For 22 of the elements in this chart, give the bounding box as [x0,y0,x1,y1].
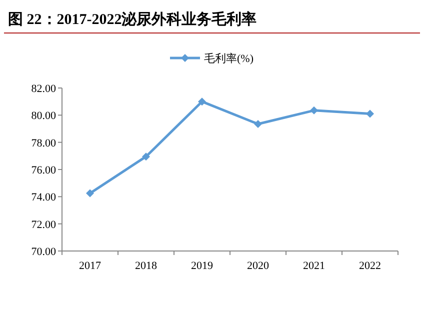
y-tick-label: 80.00 [31,110,56,122]
x-tick-label: 2019 [191,260,214,272]
point [198,98,206,106]
y-tick-label: 82.00 [31,83,56,95]
x-tick-label: 2022 [359,260,381,272]
point [310,106,318,114]
y-tick-label: 76.00 [31,164,56,176]
point [366,110,374,118]
x-tick-label: 2021 [303,260,325,272]
chart-title: 图 22：2017-2022泌尿外科业务毛利率 [8,10,257,28]
legend: 毛利率(%) [170,53,254,65]
y-tick-label: 74.00 [31,192,56,204]
x-tick-label: 2017 [79,260,102,272]
point [86,189,94,198]
x-tick-label: 2018 [135,260,158,272]
y-tick-label: 78.00 [31,137,56,150]
y-tick-label: 70.00 [31,246,56,258]
point [142,152,150,161]
legend-label: 毛利率(%) [204,52,254,65]
y-tick-label: 72.00 [31,218,56,231]
x-tick-label: 2020 [247,260,270,272]
point [254,120,262,128]
